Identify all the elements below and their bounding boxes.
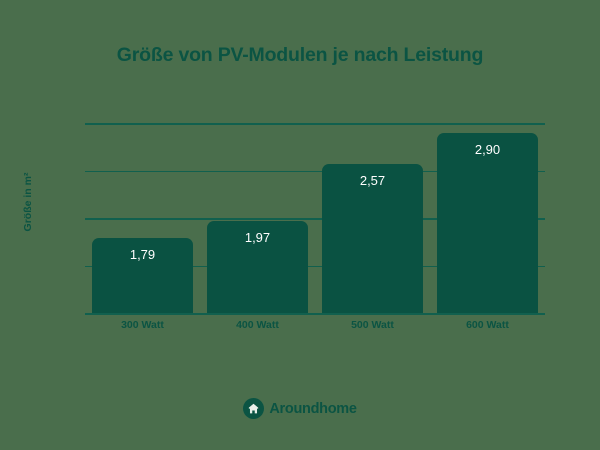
chart-title: Größe von PV-Modulen je nach Leistung	[116, 44, 484, 66]
gridline	[85, 123, 545, 125]
bar[interactable]: 2,90	[437, 132, 538, 313]
bar-value-label: 2,90	[474, 141, 501, 157]
bar-group[interactable]: 2,90 600 Watt	[437, 123, 538, 331]
brand-logo: Aroundhome	[0, 398, 600, 419]
bar-value-label: 1,97	[244, 229, 271, 245]
y-axis-title: Größe in m²	[22, 172, 34, 232]
x-axis-category-label: 300 Watt	[121, 319, 164, 331]
bar[interactable]: 1,79	[92, 237, 193, 313]
gridline	[85, 313, 545, 315]
bar[interactable]: 1,97	[207, 220, 308, 313]
gridline	[85, 265, 545, 267]
bar-series: 1,79 300 Watt 1,97 400 Watt 2,57 500 Watt 2,90…	[85, 123, 545, 331]
bar-group[interactable]: 1,97 400 Watt	[207, 123, 308, 331]
brand-name: Aroundhome	[269, 400, 357, 417]
bar[interactable]: 2,57	[322, 163, 423, 313]
gridline	[85, 218, 545, 220]
bar-value-label: 2,57	[359, 172, 386, 188]
bar-group[interactable]: 2,57 500 Watt	[322, 123, 423, 331]
x-axis-category-label: 500 Watt	[351, 319, 394, 331]
bar-group[interactable]: 1,79 300 Watt	[92, 123, 193, 331]
bar-value-label: 1,79	[129, 246, 156, 262]
house-icon	[243, 398, 265, 419]
x-axis-category-label: 400 Watt	[236, 319, 279, 331]
x-axis-category-label: 600 Watt	[466, 319, 509, 331]
gridline	[85, 170, 545, 172]
